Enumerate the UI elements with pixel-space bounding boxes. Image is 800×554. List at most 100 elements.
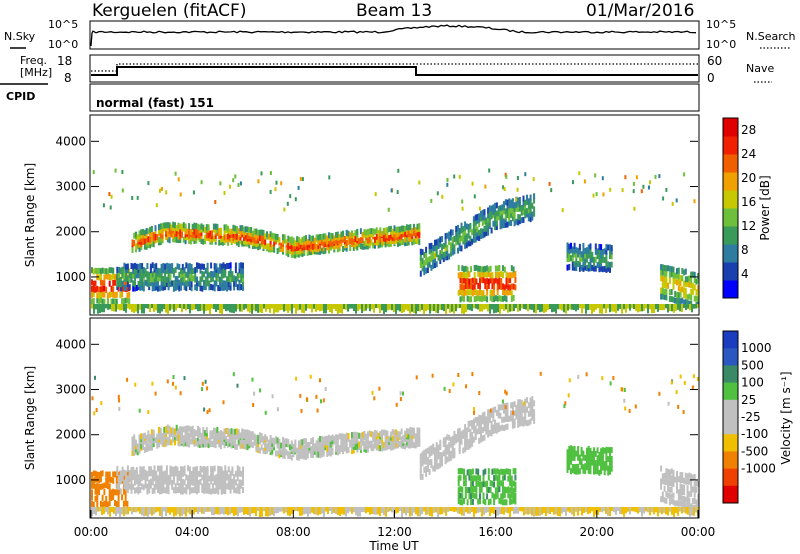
power-echo-cell: [114, 168, 117, 173]
power-echo-cell: [455, 239, 458, 246]
velocity-echo-cell: [122, 500, 125, 507]
velocity-echo-cell: [197, 425, 199, 432]
velocity-echo-cell: [369, 507, 371, 515]
velocity-echo-cell: [201, 466, 204, 473]
velocity-echo-cell: [223, 433, 226, 440]
power-echo-cell: [217, 304, 219, 310]
power-echo-cell: [154, 234, 157, 241]
velocity-echo-cell: [342, 442, 345, 449]
power-echo-cell: [135, 272, 138, 279]
power-echo-cell: [665, 294, 668, 301]
velocity-echo-cell: [512, 497, 515, 504]
power-echo-cell: [158, 236, 160, 243]
velocity-echo-cell: [98, 483, 101, 490]
velocity-echo-cell: [297, 507, 299, 512]
power-echo-cell: [381, 304, 383, 311]
power-echo-cell: [582, 242, 585, 249]
power-echo-cell: [463, 266, 465, 273]
velocity-echo-cell: [458, 435, 461, 442]
velocity-echo-cell: [315, 394, 318, 399]
power-echo-cell: [240, 268, 243, 275]
power-echo-cell: [586, 265, 588, 271]
power-echo-cell: [312, 241, 314, 248]
power-echo-cell: [609, 304, 611, 313]
power-echo-cell: [183, 276, 186, 283]
power-echo-cell: [132, 263, 135, 270]
power-echo-cell: [200, 223, 203, 230]
power-echo-cell: [92, 268, 95, 275]
velocity-echo-cell: [357, 507, 359, 517]
velocity-echo-cell: [140, 442, 143, 449]
velocity-echo-cell: [488, 409, 491, 416]
power-echo-cell: [661, 304, 663, 311]
power-echo-cell: [242, 268, 244, 274]
power-echo-cell: [501, 217, 504, 224]
power-echo-cell: [195, 237, 198, 244]
power-echo-cell: [550, 188, 553, 193]
power-echo-cell: [470, 278, 473, 285]
power-echo-cell: [520, 217, 523, 224]
velocity-echo-cell: [476, 428, 479, 435]
power-echo-cell: [697, 284, 700, 291]
power-echo-cell: [430, 246, 433, 253]
velocity-echo-cell: [609, 507, 611, 517]
velocity-echo-cell: [464, 446, 467, 453]
velocity-echo-cell: [510, 480, 513, 487]
power-echo-cell: [174, 171, 177, 176]
power-echo-cell: [495, 224, 498, 230]
power-echo-cell: [181, 275, 184, 282]
velocity-echo-cell: [672, 475, 675, 482]
velocity-echo-cell: [677, 476, 680, 483]
velocity-echo-cell: [593, 460, 595, 466]
velocity-echo-cell: [413, 507, 415, 513]
velocity-echo-cell: [461, 486, 464, 493]
power-echo-cell: [577, 247, 580, 254]
velocity-echo-cell: [139, 475, 142, 482]
velocity-echo-cell: [244, 441, 247, 448]
power-echo-cell: [428, 256, 431, 263]
velocity-echo-cell: [230, 442, 233, 449]
velocity-echo-cell: [477, 474, 480, 481]
power-echo-cell: [208, 280, 211, 287]
velocity-echo-cell: [502, 481, 504, 488]
velocity-echo-cell: [504, 416, 507, 423]
power-echo-cell: [591, 264, 594, 271]
velocity-echo-cell: [341, 507, 343, 515]
power-echo-cell: [243, 226, 245, 233]
velocity-echo-cell: [215, 507, 217, 515]
power-echo-cell: [148, 271, 151, 278]
velocity-echo-cell: [497, 422, 500, 429]
power-echo-cell: [495, 214, 498, 221]
power-echo-cell: [511, 210, 514, 217]
power-echo-cell: [215, 263, 218, 270]
power-echo-cell: [439, 304, 441, 310]
velocity-echo-cell: [395, 437, 398, 444]
power-echo-cell: [108, 267, 111, 274]
velocity-echo-cell: [681, 489, 684, 496]
velocity-echo-cell: [496, 486, 499, 493]
power-echo-cell: [470, 266, 473, 273]
power-echo-cell: [223, 224, 226, 231]
power-echo-cell: [601, 176, 604, 181]
power-echo-cell: [172, 285, 175, 292]
velocity-echo-cell: [234, 487, 237, 494]
velocity-echo-cell: [527, 507, 529, 515]
power-echo-cell: [280, 245, 283, 252]
power-echo-cell: [94, 267, 97, 274]
power-echo-cell: [472, 227, 475, 234]
velocity-echo-cell: [301, 507, 303, 516]
power-echo-cell: [126, 263, 129, 270]
power-echo-cell: [167, 284, 170, 291]
power-echo-cell: [443, 304, 445, 312]
power-echo-cell: [213, 267, 216, 274]
velocity-echo-cell: [494, 493, 497, 500]
power-echo-cell: [402, 225, 405, 232]
velocity-echo-cell: [220, 483, 223, 490]
power-echo-cell: [375, 239, 378, 246]
power-echo-cell: [510, 290, 513, 297]
power-echo-cell: [676, 291, 678, 298]
power-echo-cell: [372, 228, 375, 235]
power-echo-cell: [461, 304, 463, 314]
power-echo-cell: [690, 289, 693, 295]
power-colorbar-tick: 12: [741, 219, 756, 233]
